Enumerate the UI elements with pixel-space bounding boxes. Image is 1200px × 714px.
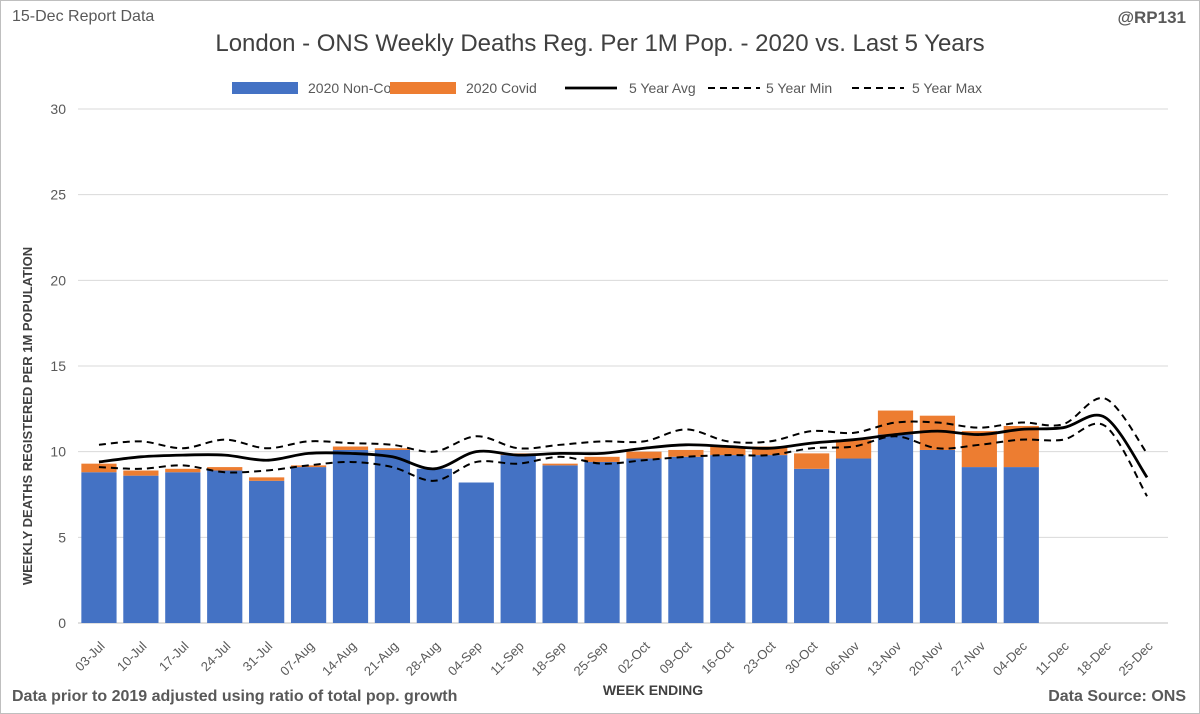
x-tick-label: 02-Oct bbox=[614, 638, 652, 676]
non-covid-bar bbox=[961, 467, 997, 623]
legend-swatch bbox=[390, 82, 456, 94]
non-covid-bar bbox=[123, 475, 159, 623]
covid-bar bbox=[752, 446, 788, 456]
x-tick-label: 10-Jul bbox=[114, 638, 150, 674]
covid-bar bbox=[249, 477, 285, 481]
y-tick-label: 15 bbox=[50, 358, 66, 374]
max-line bbox=[98, 397, 1148, 454]
covid-bar bbox=[835, 439, 872, 459]
x-tick-label: 25-Dec bbox=[1115, 638, 1156, 679]
y-tick-label: 0 bbox=[58, 615, 66, 631]
x-tick-label: 14-Aug bbox=[319, 638, 359, 678]
non-covid-bar bbox=[81, 472, 117, 623]
non-covid-bar bbox=[626, 458, 662, 623]
y-tick-label: 30 bbox=[50, 101, 66, 117]
x-tick-label: 24-Jul bbox=[198, 638, 234, 674]
non-covid-bar bbox=[919, 449, 956, 623]
y-tick-label: 5 bbox=[58, 529, 66, 545]
x-tick-label: 06-Nov bbox=[822, 638, 863, 679]
non-covid-bar bbox=[165, 472, 201, 623]
covid-bar bbox=[207, 467, 243, 471]
x-tick-label: 16-Oct bbox=[698, 638, 736, 676]
non-covid-bar bbox=[752, 455, 788, 623]
x-tick-label: 04-Sep bbox=[445, 638, 485, 678]
covid-bar bbox=[165, 468, 201, 473]
y-axis-label: WEEKLY DEATHS REGISTERED PER 1M POPULATI… bbox=[20, 247, 35, 585]
covid-bar bbox=[668, 449, 704, 457]
non-covid-bar bbox=[416, 468, 452, 623]
x-tick-label: 31-Jul bbox=[240, 638, 276, 674]
x-tick-label: 25-Sep bbox=[570, 638, 610, 678]
non-covid-bar bbox=[542, 465, 578, 623]
x-tick-label: 30-Oct bbox=[782, 638, 820, 676]
legend-swatch bbox=[232, 82, 298, 94]
x-tick-label: 28-Aug bbox=[403, 638, 443, 678]
y-tick-label: 25 bbox=[50, 187, 66, 203]
legend-label: 5 Year Max bbox=[912, 80, 982, 96]
footnote: Data prior to 2019 adjusted using ratio … bbox=[12, 688, 458, 705]
covid-bar bbox=[332, 446, 369, 450]
x-tick-label: 20-Nov bbox=[906, 638, 947, 679]
y-tick-label: 10 bbox=[50, 444, 66, 460]
non-covid-bar bbox=[249, 480, 285, 623]
non-covid-bar bbox=[877, 434, 914, 623]
non-covid-bar bbox=[290, 467, 327, 623]
non-covid-bar bbox=[458, 482, 494, 623]
y-tick-label: 20 bbox=[50, 272, 66, 288]
chart-title: London - ONS Weekly Deaths Reg. Per 1M P… bbox=[215, 30, 985, 57]
covid-bar bbox=[877, 410, 914, 435]
non-covid-bar bbox=[794, 468, 830, 623]
covid-bar bbox=[961, 431, 997, 468]
non-covid-bar bbox=[332, 449, 369, 623]
non-covid-bar bbox=[584, 461, 620, 623]
non-covid-bar bbox=[374, 449, 411, 623]
covid-bar bbox=[626, 451, 662, 459]
x-tick-label: 18-Dec bbox=[1074, 638, 1115, 679]
legend-label: 2020 Covid bbox=[466, 80, 537, 96]
covid-bar bbox=[794, 453, 830, 469]
x-tick-label: 23-Oct bbox=[740, 638, 778, 676]
x-tick-label: 13-Nov bbox=[864, 638, 905, 679]
x-tick-label: 04-Dec bbox=[990, 638, 1031, 679]
legend-label: 5 Year Avg bbox=[629, 80, 696, 96]
non-covid-bar bbox=[835, 458, 872, 623]
non-covid-bar bbox=[1003, 467, 1039, 623]
non-covid-bar bbox=[668, 456, 704, 623]
x-tick-label: 11-Dec bbox=[1032, 638, 1072, 678]
x-tick-label: 03-Jul bbox=[72, 638, 108, 674]
legend-label: 2020 Non-Covid bbox=[308, 80, 409, 96]
report-label: 15-Dec Report Data bbox=[12, 8, 155, 25]
covid-bar bbox=[1003, 425, 1039, 468]
x-tick-label: 07-Aug bbox=[277, 638, 317, 678]
covid-bar bbox=[542, 463, 578, 466]
non-covid-bar bbox=[207, 470, 243, 623]
data-source: Data Source: ONS bbox=[1048, 688, 1186, 705]
covid-bar bbox=[710, 446, 746, 456]
non-covid-bar bbox=[500, 455, 536, 623]
x-tick-label: 09-Oct bbox=[656, 638, 694, 676]
covid-bar bbox=[123, 470, 159, 476]
author-handle: @RP131 bbox=[1117, 8, 1186, 27]
legend-label: 5 Year Min bbox=[766, 80, 832, 96]
covid-bar bbox=[584, 456, 620, 462]
x-tick-label: 18-Sep bbox=[529, 638, 569, 678]
min-line bbox=[98, 422, 1148, 497]
covid-bar bbox=[374, 448, 411, 450]
x-tick-label: 21-Aug bbox=[361, 638, 401, 678]
x-tick-label: 11-Sep bbox=[487, 638, 527, 678]
x-axis-label: WEEK ENDING bbox=[603, 682, 703, 698]
x-tick-label: 27-Nov bbox=[948, 638, 989, 679]
non-covid-bar bbox=[710, 455, 746, 623]
avg-line bbox=[98, 413, 1149, 479]
x-tick-label: 17-Jul bbox=[156, 638, 192, 674]
